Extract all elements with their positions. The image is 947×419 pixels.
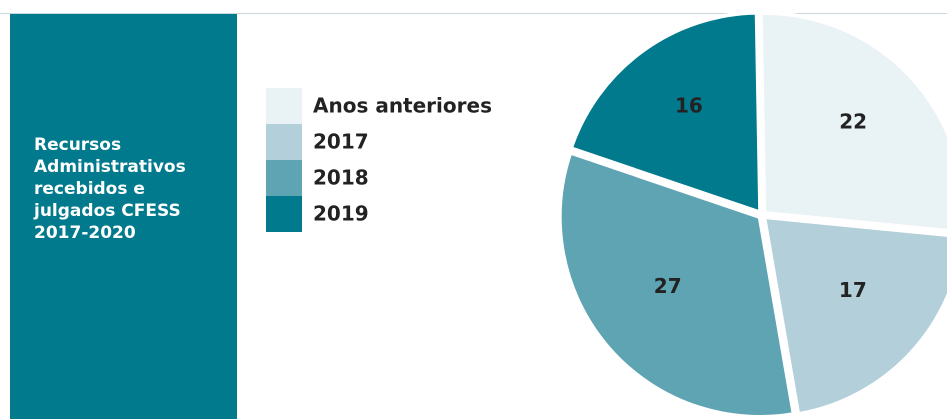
legend-label: 2019: [313, 202, 369, 226]
legend-swatch: [266, 124, 302, 160]
chart-title: Recursos Administrativos recebidos e jul…: [34, 135, 186, 243]
pie-slice: [568, 10, 763, 216]
slice-label: 22: [839, 109, 867, 133]
legend-swatch: [266, 196, 302, 232]
legend-label: Anos anteriores: [313, 94, 492, 118]
side-panel: Recursos Administrativos recebidos e jul…: [10, 14, 237, 419]
pie-slice: [758, 10, 947, 233]
pie-slice: [557, 150, 797, 419]
slice-label: 17: [839, 278, 867, 302]
legend-swatch: [266, 160, 302, 196]
slice-label: 27: [654, 274, 682, 298]
legend-label: 2018: [313, 166, 369, 190]
top-rule: [0, 13, 947, 14]
legend-swatch: [266, 88, 302, 124]
slice-label: 16: [675, 93, 703, 117]
legend-label: 2017: [313, 130, 369, 154]
pie-slice: [761, 214, 947, 417]
